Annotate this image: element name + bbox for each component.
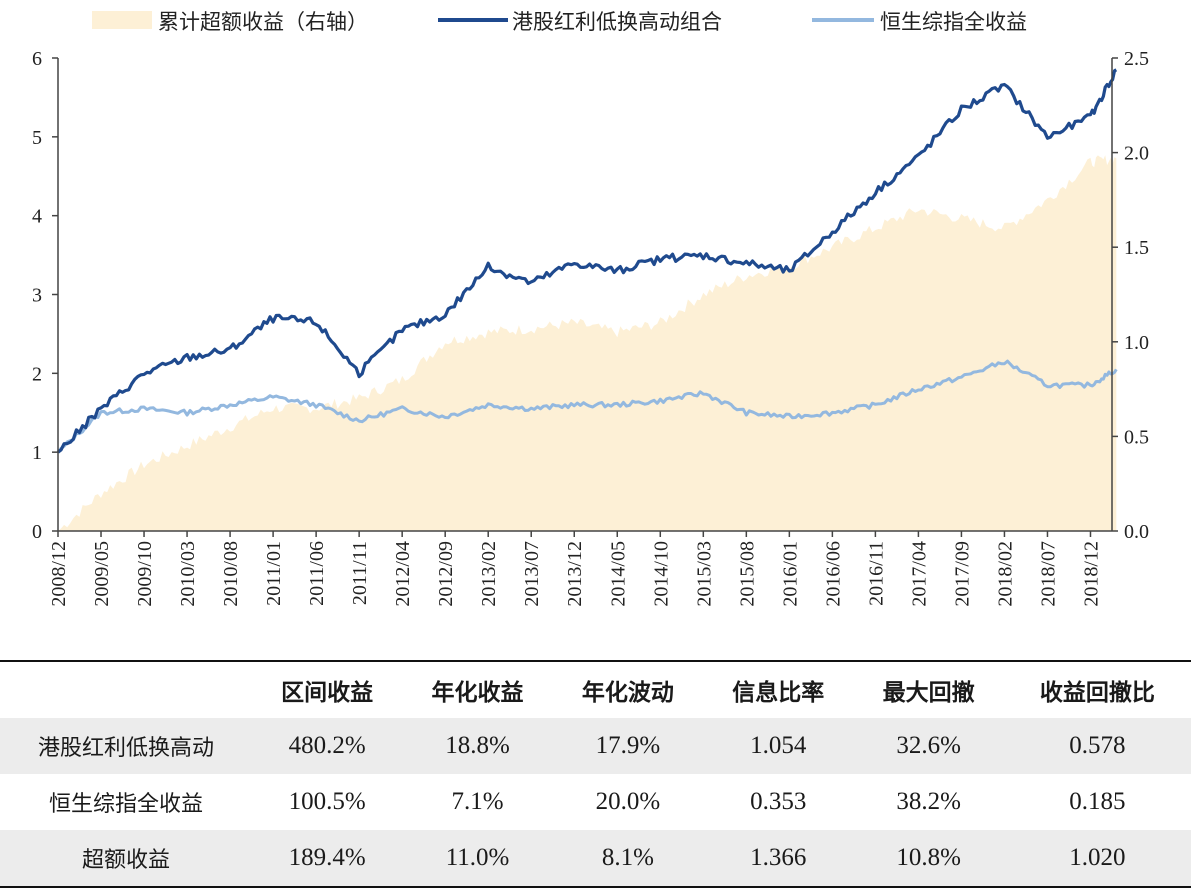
x-tick-label: 2013/12 [564, 541, 586, 607]
cell-value: 1.366 [703, 830, 854, 888]
x-tick-label: 2018/12 [1080, 541, 1102, 607]
cell-value: 0.353 [750, 788, 807, 815]
x-tick-label: 2015/03 [693, 541, 715, 607]
legend-label-excess: 累计超额收益（右轴） [158, 10, 368, 34]
plot-area: 0 1 2 3 4 5 6 0.0 0.5 1.0 1.5 2.0 2.5 2008/12 2009/05 2… [32, 48, 1149, 607]
legend-label-index: 恒生综指全收益 [880, 10, 1027, 34]
x-tick-label: 2009/05 [91, 541, 113, 607]
y-left-tick-label: 6 [32, 48, 42, 70]
legend-swatch-excess [92, 11, 152, 29]
x-tick-label: 2013/02 [478, 541, 500, 607]
x-tick-label: 2012/09 [435, 541, 457, 607]
x-tick-label: 2012/04 [392, 541, 414, 607]
stats-header-blank [0, 660, 252, 718]
stats-header-info-ratio: 信息比率 [703, 660, 854, 718]
y-right-tick-label: 0.0 [1124, 521, 1149, 543]
x-tick-label: 2016/06 [822, 541, 844, 607]
series-line-index [56, 359, 1118, 454]
cell-value: 0.578 [1003, 718, 1191, 774]
cell-value: 10.8% [853, 830, 1004, 888]
cell-value: 100.5% [288, 788, 366, 815]
y-right-tick-label: 1.0 [1124, 332, 1149, 354]
x-tick-label: 2011/11 [349, 541, 371, 605]
table-row-index: 恒生综指全收益 100.5% 7.1% 20.0% 0.353 38.2% 0.… [0, 774, 1191, 830]
stats-header-row: 区间收益 年化收益 年化波动 信息比率 最大回撤 收益回撤比 [0, 660, 1191, 718]
cell-value: 11.0% [402, 830, 553, 888]
y-right-tick-label: 2.5 [1124, 48, 1149, 70]
y-left-tick-label: 5 [32, 127, 42, 149]
stats-header-max-drawdown: 最大回撤 [853, 660, 1004, 718]
stats-header-range-return: 区间收益 [252, 660, 403, 718]
x-tick-label: 2013/07 [521, 541, 543, 607]
performance-chart: 累计超额收益（右轴） 港股红利低换高动组合 恒生综指全收益 0 1 2 3 4 5 6 0.0… [32, 10, 1149, 607]
y-right-tick-label: 2.0 [1124, 143, 1149, 165]
x-tick-label: 2011/06 [306, 541, 328, 606]
y-left-tick-label: 0 [32, 521, 42, 543]
cell-value: 189.4% [252, 830, 403, 888]
x-tick-label: 2010/08 [220, 541, 242, 607]
row-name: 港股红利低换高动 [0, 718, 252, 774]
cell-value: 38.2% [896, 788, 961, 815]
x-tick-label: 2014/05 [607, 541, 629, 607]
x-tick-label: 2018/07 [1037, 541, 1059, 607]
x-tick-label: 2016/11 [865, 541, 887, 606]
y-left-tick-label: 4 [32, 206, 42, 228]
cell-value: 7.1% [451, 788, 504, 815]
y-left-tick-label: 2 [32, 363, 42, 385]
series-line-portfolio [57, 68, 1118, 454]
stats-header-annual-vol: 年化波动 [552, 660, 704, 718]
y-left-tick-label: 1 [32, 442, 42, 464]
y-right-tick-label: 1.5 [1124, 237, 1149, 259]
x-tick-label: 2008/12 [48, 541, 70, 607]
x-tick-label: 2011/01 [263, 541, 285, 606]
cell-value: 17.9% [552, 718, 704, 774]
x-tick-label: 2010/03 [177, 541, 199, 607]
row-name: 恒生综指全收益 [48, 792, 203, 817]
cell-value: 8.1% [552, 830, 704, 888]
x-tick-label: 2014/10 [650, 541, 672, 607]
cell-value: 18.8% [402, 718, 553, 774]
x-tick-label: 2015/08 [736, 541, 758, 607]
series-area-excess [58, 155, 1117, 531]
table-row-portfolio: 港股红利低换高动 480.2% 18.8% 17.9% 1.054 32.6% … [0, 718, 1191, 774]
table-row-excess: 超额收益 189.4% 11.0% 8.1% 1.366 10.8% 1.020 [0, 830, 1191, 888]
y-left-tick-label: 3 [32, 285, 42, 307]
cell-value: 0.185 [1069, 788, 1126, 815]
x-tick-label: 2017/04 [908, 541, 930, 607]
cell-value: 1.020 [1003, 830, 1191, 888]
cell-value: 480.2% [252, 718, 403, 774]
stats-header-return-drawdown: 收益回撤比 [1003, 660, 1191, 718]
chart-legend: 累计超额收益（右轴） 港股红利低换高动组合 恒生综指全收益 [92, 10, 1027, 34]
x-tick-label: 2017/09 [951, 541, 973, 607]
stats-table: 区间收益 年化收益 年化波动 信息比率 最大回撤 收益回撤比 港股红利低换高动 … [0, 660, 1191, 888]
cell-value: 20.0% [595, 788, 661, 815]
x-tick-label: 2009/10 [134, 541, 156, 607]
y-right-tick-label: 0.5 [1124, 426, 1149, 448]
row-name: 超额收益 [0, 830, 252, 888]
cell-value: 32.6% [853, 718, 1004, 774]
x-tick-label: 2016/01 [779, 541, 801, 607]
x-tick-label: 2018/02 [994, 541, 1016, 607]
legend-label-portfolio: 港股红利低换高动组合 [512, 10, 722, 34]
stats-header-annual-return: 年化收益 [402, 660, 553, 718]
cell-value: 1.054 [703, 718, 854, 774]
